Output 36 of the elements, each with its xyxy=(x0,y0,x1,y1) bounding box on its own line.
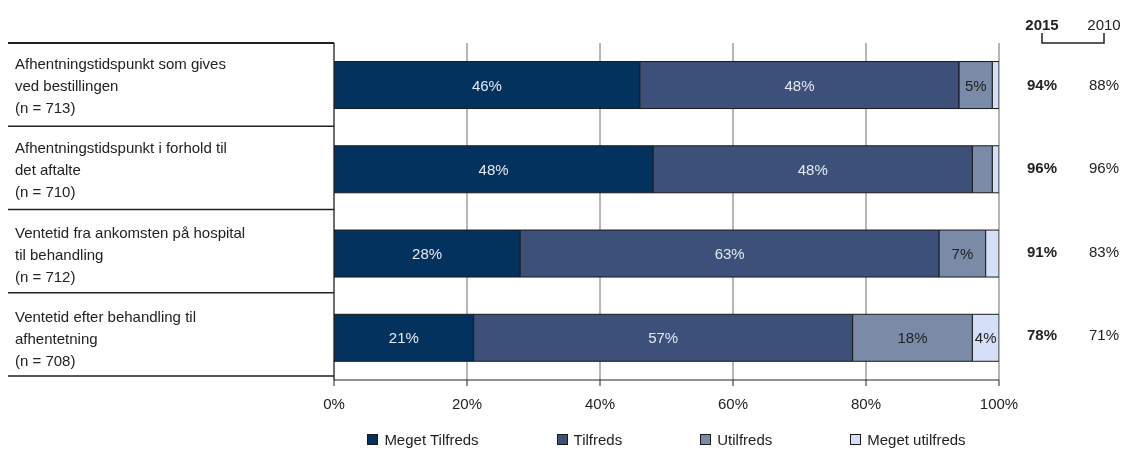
data-label: 48% xyxy=(478,160,509,178)
data-label: 57% xyxy=(648,329,679,347)
data-label: 7% xyxy=(951,245,974,263)
data-label: 48% xyxy=(797,160,828,178)
text: 96% xyxy=(1088,159,1120,177)
text: 2010 xyxy=(1087,15,1121,33)
data-label: 63% xyxy=(714,245,745,263)
data-label: 4% xyxy=(974,329,997,347)
data-label: 21% xyxy=(388,329,419,347)
y-tick-label: Afhentningstidspunkt som gives ved bestillingen (n = 713) xyxy=(15,54,226,116)
y-tick-label: Afhentningstidspunkt i forhold til det aftalte (n = 710) xyxy=(15,138,227,200)
y-tick-label: Ventetid fra ankomsten på hospital til behandling (n = 712) xyxy=(15,223,246,285)
data-label: 5% xyxy=(964,76,987,94)
text: 88% xyxy=(1088,76,1120,94)
text: 2015 xyxy=(1025,15,1059,33)
x-tick-label: 60% xyxy=(717,394,749,412)
text: 96% xyxy=(1026,159,1058,177)
data-label: 46% xyxy=(471,76,502,94)
x-tick-label: 40% xyxy=(584,394,616,412)
text: 94% xyxy=(1026,76,1058,94)
y-tick-label: Ventetid efter behandling til afhentetning (n = 708) xyxy=(15,307,196,369)
x-tick-label: 20% xyxy=(451,394,483,412)
legend-label: Meget Tilfreds xyxy=(384,430,479,448)
text: 78% xyxy=(1026,325,1058,343)
data-label: 18% xyxy=(897,329,928,347)
data-label: 48% xyxy=(784,76,815,94)
legend-label: Meget utilfreds xyxy=(867,430,966,448)
text: 71% xyxy=(1088,325,1120,343)
x-tick-label: 100% xyxy=(979,394,1019,412)
legend-label: Tilfreds xyxy=(573,430,623,448)
x-tick-label: 0% xyxy=(323,394,345,412)
data-label: 28% xyxy=(412,245,443,263)
legend-label: Utilfreds xyxy=(717,430,773,448)
text: 91% xyxy=(1026,242,1058,260)
x-tick-label: 80% xyxy=(850,394,882,412)
text: 83% xyxy=(1088,242,1120,260)
